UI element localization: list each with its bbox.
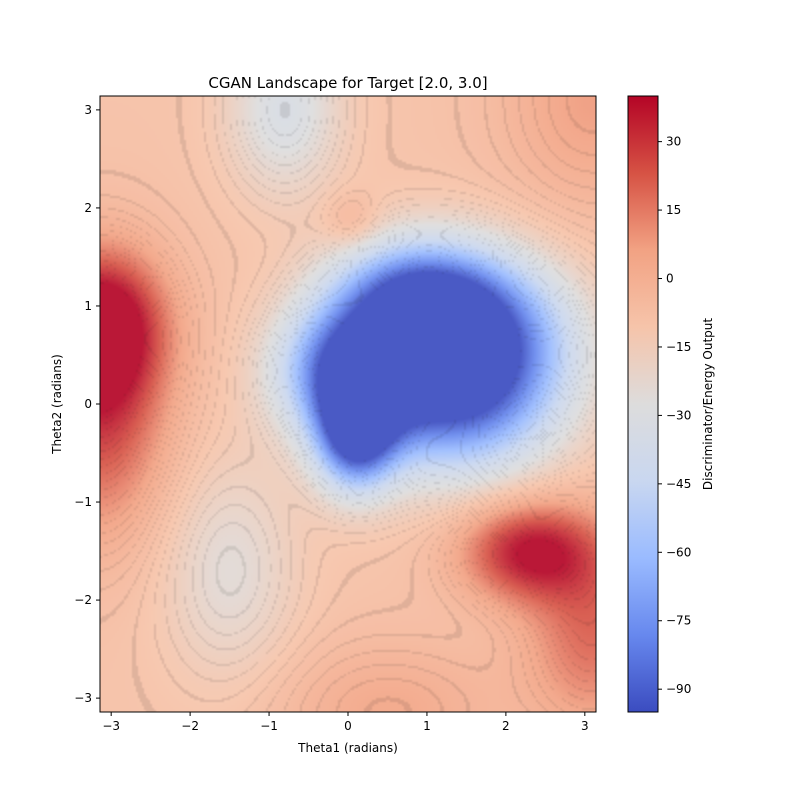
colorbar-gradient: [627, 95, 659, 713]
x-axis-label: Theta1 (radians): [297, 741, 398, 755]
x-tick-label: −3: [102, 719, 120, 733]
plot-area: [99, 95, 597, 713]
colorbar: −90 −75 −60 −45 −30 −15 0 15 30 Discriminator/En…: [627, 95, 715, 713]
chart-title: CGAN Landscape for Target [2.0, 3.0]: [208, 74, 487, 92]
x-tick-label: 2: [502, 719, 510, 733]
y-tick-label: −1: [74, 495, 92, 509]
colorbar-tick-label: −30: [666, 408, 691, 422]
colorbar-label: Discriminator/Energy Output: [701, 318, 715, 491]
y-axis: −3 −2 −1 0 1 2 3: [74, 103, 100, 705]
colorbar-ticks: −90 −75 −60 −45 −30 −15 0 15 30: [658, 135, 691, 696]
y-tick-label: 2: [84, 201, 92, 215]
x-tick-label: −1: [260, 719, 278, 733]
x-tick-label: −2: [181, 719, 199, 733]
x-tick-label: 3: [581, 719, 589, 733]
y-tick-label: −3: [74, 691, 92, 705]
colorbar-tick-label: 15: [666, 203, 681, 217]
x-tick-label: 0: [344, 719, 352, 733]
y-tick-label: 3: [84, 103, 92, 117]
y-tick-label: 0: [84, 397, 92, 411]
contour-field: [100, 96, 596, 712]
y-tick-label: −2: [74, 593, 92, 607]
colorbar-tick-label: −60: [666, 545, 691, 559]
colorbar-tick-label: −15: [666, 340, 691, 354]
x-tick-label: 1: [423, 719, 431, 733]
colorbar-tick-label: −90: [666, 682, 691, 696]
colorbar-tick-label: −45: [666, 477, 691, 491]
y-tick-label: 1: [84, 299, 92, 313]
colorbar-tick-label: 30: [666, 135, 681, 149]
y-axis-label: Theta2 (radians): [50, 354, 64, 455]
colorbar-tick-label: −75: [666, 614, 691, 628]
x-axis: −3 −2 −1 0 1 2 3: [102, 712, 589, 733]
colorbar-tick-label: 0: [666, 272, 674, 286]
